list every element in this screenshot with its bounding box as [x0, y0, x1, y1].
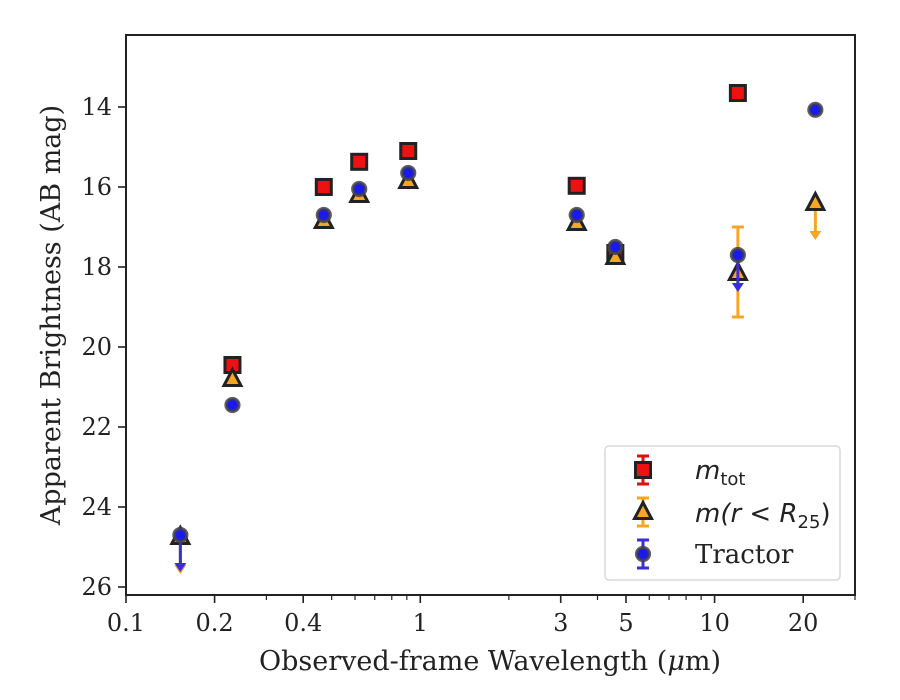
series-tractor	[172, 101, 824, 572]
x-axis-ticks: 0.1 0.2 0.4 1 3 5 10 20	[107, 595, 856, 637]
data-point-tractor	[400, 164, 417, 182]
data-point-mtot	[350, 152, 369, 171]
legend-label-mtot: mtot	[695, 456, 745, 490]
upper-limit-head	[174, 563, 187, 572]
legend-label-tractor: Tractor	[695, 540, 794, 570]
data-point-mtot	[567, 176, 586, 195]
x-tick-label: 3	[553, 609, 568, 637]
legend-symbol-tractor	[634, 545, 652, 563]
data-point-tractor	[172, 526, 189, 544]
x-tick-label: 1	[413, 609, 428, 637]
data-point-mr25	[804, 190, 827, 211]
data-marks	[169, 84, 827, 574]
data-point-mtot	[314, 178, 333, 196]
legend-marker-mr25	[632, 496, 654, 528]
y-tick-label: 20	[81, 333, 112, 361]
legend: mtot m(r < R25) Tractor	[604, 445, 841, 581]
data-point-tractor	[568, 206, 585, 224]
plot-frame	[125, 34, 856, 596]
data-point-mtot	[728, 84, 747, 102]
x-tick-label: 0.1	[107, 609, 145, 637]
x-tick-label: 20	[788, 609, 819, 637]
y-tick-label: 14	[81, 93, 112, 121]
x-tick-label: 0.2	[196, 609, 234, 637]
upper-limit-head	[731, 283, 744, 292]
data-point-tractor	[729, 246, 746, 264]
legend-symbol-mr25	[632, 499, 654, 520]
legend-label-mr25: m(r < R25)	[695, 499, 831, 533]
legend-symbol-mtot	[634, 461, 652, 479]
data-point-tractor	[315, 206, 332, 224]
data-point-tractor	[351, 180, 368, 198]
y-axis-ticks: 14 16 18 20 22 24 26	[81, 93, 126, 601]
x-tick-label: 10	[699, 609, 730, 637]
legend-markers	[632, 454, 654, 570]
legend-marker-mtot	[634, 454, 652, 486]
x-tick-label: 0.4	[284, 609, 322, 637]
data-point-mtot	[399, 142, 418, 160]
data-point-tractor	[607, 238, 624, 256]
data-point-mr25	[604, 244, 627, 265]
y-tick-label: 24	[81, 493, 112, 521]
y-tick-label: 16	[81, 173, 112, 201]
y-axis-title: Apparent Brightness (AB mag)	[36, 105, 67, 526]
y-tick-label: 22	[81, 413, 112, 441]
x-tick-label: 5	[618, 609, 633, 637]
legend-marker-tractor	[634, 538, 652, 570]
y-tick-label: 26	[81, 573, 112, 601]
upper-limit-head	[809, 231, 822, 240]
data-point-tractor	[224, 396, 241, 414]
data-point-mr25	[221, 366, 244, 387]
x-axis-title: Observed-frame Wavelength (μm)	[259, 646, 721, 677]
legend-box	[604, 445, 841, 581]
data-point-tractor	[807, 101, 824, 118]
y-tick-label: 18	[81, 253, 112, 281]
